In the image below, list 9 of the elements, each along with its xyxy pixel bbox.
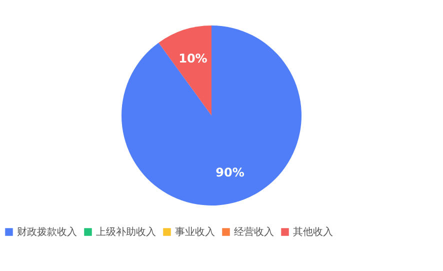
legend-label: 财政拨款收入 [17, 226, 77, 238]
pie-slice [122, 26, 302, 206]
legend-label: 其他收入 [293, 226, 333, 238]
legend-label: 经营收入 [234, 226, 274, 238]
data-label: 10% [178, 51, 208, 66]
legend-label: 上级补助收入 [96, 226, 156, 238]
data-label: 90% [216, 166, 244, 180]
pie-slice [158, 26, 212, 116]
legend-label: 事业收入 [175, 226, 215, 238]
